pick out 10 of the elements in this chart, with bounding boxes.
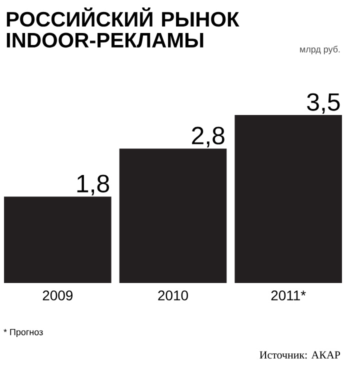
data-label: 3,5 [307, 93, 340, 114]
x-tick-label: 2010 [158, 290, 188, 300]
chart-title: РОССИЙСКИЙ РЫНОК INDOOR-РЕКЛАМЫ [6, 8, 240, 48]
x-tick-label: 2011* [271, 290, 306, 300]
x-tick-label: 2009 [42, 290, 73, 300]
text: Источник: АКАР [260, 351, 340, 359]
data-label: 1,8 [77, 174, 110, 196]
data-label: 2,8 [192, 126, 224, 148]
text: млрд руб. [300, 46, 340, 54]
text: * Прогноз [4, 328, 43, 338]
